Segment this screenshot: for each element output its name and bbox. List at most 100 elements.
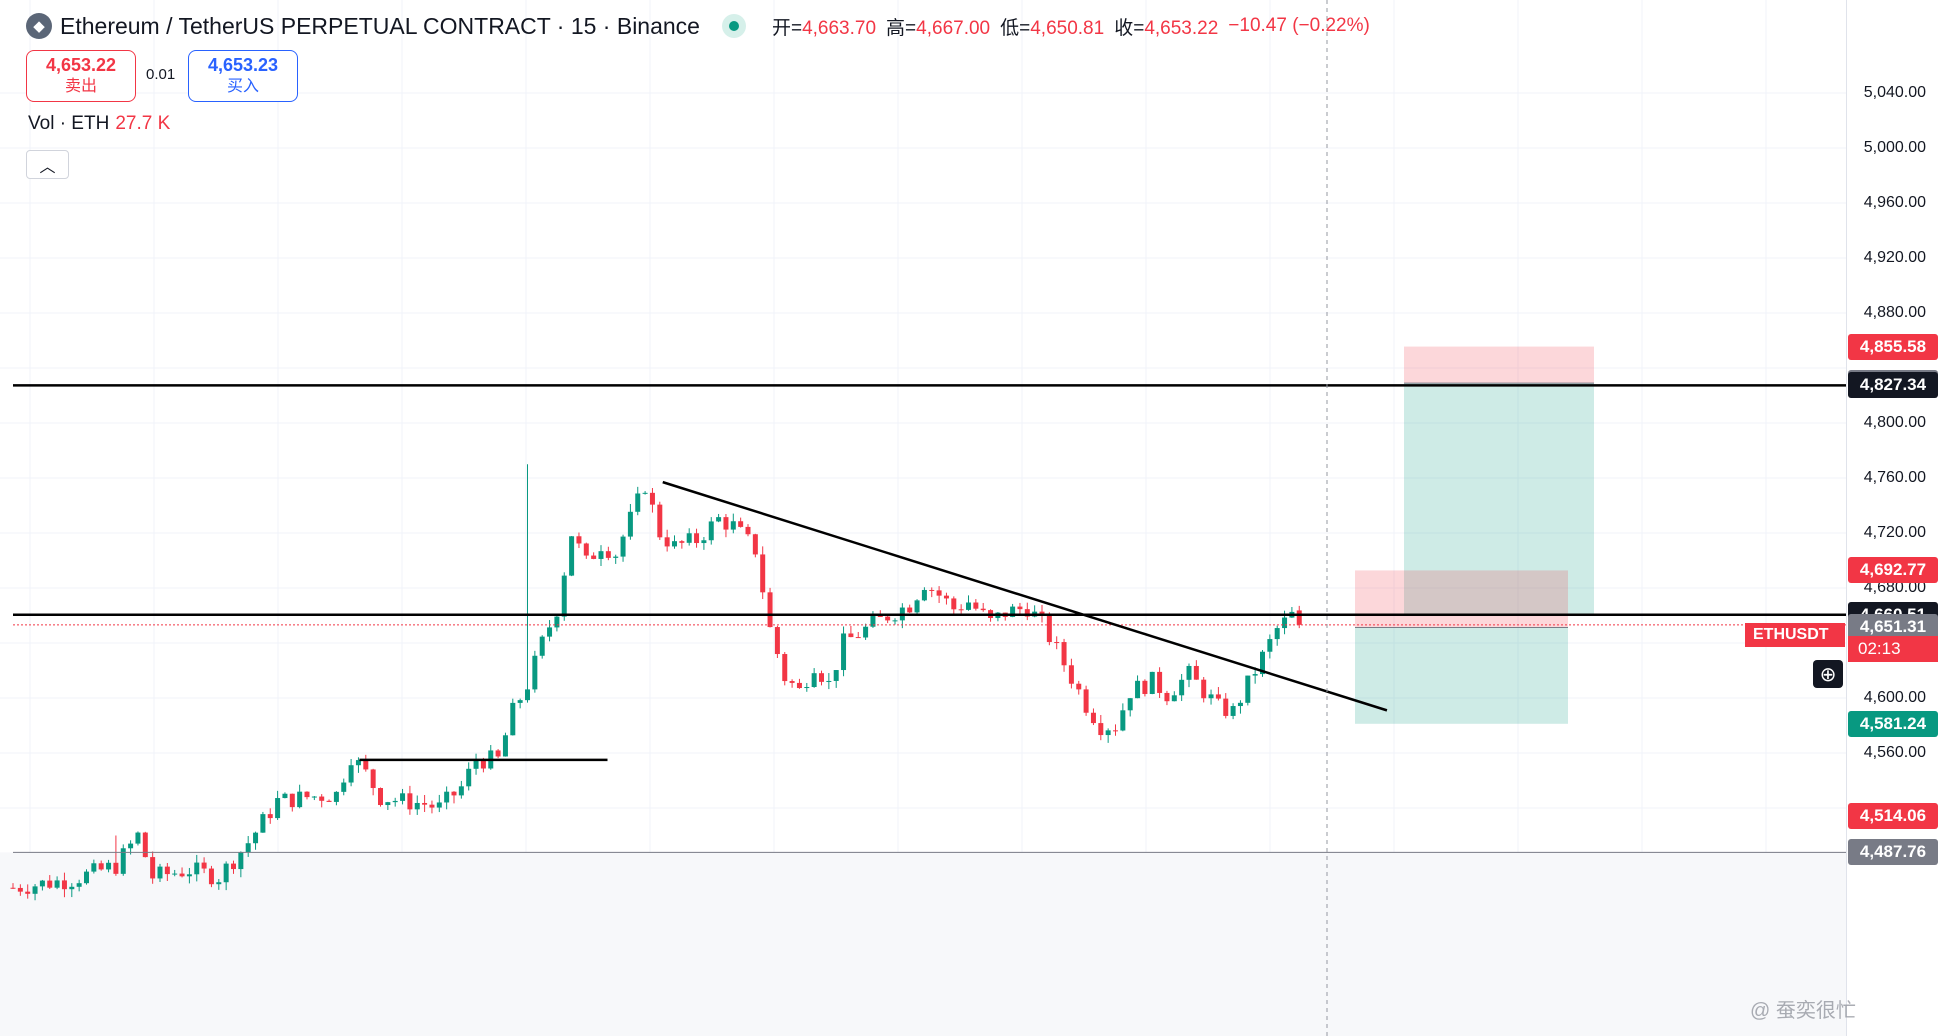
ohlc-open: 开=4,663.70 (771, 17, 877, 39)
candle-body (561, 575, 567, 617)
candle-body (826, 680, 832, 682)
candle-body (914, 600, 920, 613)
candle-body (1046, 614, 1052, 643)
candle-body (1296, 610, 1302, 625)
candle-body (1274, 628, 1280, 640)
bar-countdown: 02:13 (1848, 635, 1938, 662)
candle-body (1164, 692, 1170, 702)
candle-body (510, 702, 516, 736)
candle-body (752, 534, 758, 555)
candle-body (444, 791, 450, 803)
candle-body (25, 891, 31, 894)
candle-body (1267, 639, 1273, 652)
candle-body (907, 607, 913, 613)
candle-body (326, 800, 332, 802)
target-zone (1355, 627, 1568, 724)
price-label: 4,581.24 (1848, 710, 1938, 737)
candle-body (179, 873, 185, 877)
candle-body (811, 673, 817, 687)
symbol-title[interactable]: Ethereum / TetherUS PERPETUAL CONTRACT ·… (60, 12, 700, 39)
candle-body (1149, 671, 1155, 694)
candle-body (260, 814, 266, 833)
buy-label: 买入 (226, 78, 259, 95)
candle-body (319, 796, 325, 801)
candle-body (1098, 723, 1104, 736)
candle-body (201, 862, 207, 869)
price-tick: 4,600.00 (1863, 689, 1926, 706)
candle-body (245, 843, 251, 853)
candle-body (370, 769, 376, 789)
candle-body (47, 880, 53, 888)
candle-body (164, 866, 170, 875)
volume-label: Vol · ETH (28, 113, 110, 134)
candle-body (1186, 665, 1192, 680)
candle-body (1245, 675, 1251, 703)
candle-body (885, 616, 891, 621)
sell-price: 4,653.22 (45, 55, 117, 75)
candle-body (194, 862, 200, 875)
price-label: 4,487.76 (1848, 839, 1938, 866)
price-axis[interactable]: 5,040.00 5,000.00 4,960.00 4,920.00 4,880.00… (1846, 0, 1945, 1036)
sell-button[interactable]: 4,653.22 卖出 (26, 50, 136, 102)
candle-body (980, 608, 986, 611)
price-label: 4,827.34 (1848, 372, 1938, 399)
candle-body (1083, 689, 1089, 713)
candle-body (1113, 730, 1118, 732)
candle-body (142, 832, 148, 858)
candle-body (76, 883, 82, 887)
candle-body (385, 802, 391, 806)
candle-body (282, 793, 288, 799)
candle-body (598, 551, 604, 559)
candle-body (855, 637, 861, 639)
price-tick: 4,720.00 (1863, 524, 1926, 541)
candle-body (69, 886, 75, 890)
candle-body (605, 551, 611, 558)
candle-body (473, 760, 479, 769)
candle-body (429, 804, 435, 808)
volume-legend[interactable]: Vol · ETH 27.7 K (28, 113, 170, 135)
candle-body (848, 633, 854, 638)
candle-body (841, 633, 847, 671)
crosshair-add-icon[interactable]: ⊕ (1813, 660, 1843, 688)
candle-body (921, 589, 927, 601)
chevron-up-icon[interactable]: ︿ (26, 150, 69, 179)
candle-body (495, 750, 501, 757)
candle-body (32, 886, 38, 894)
candle-body (833, 670, 839, 681)
ethereum-logo-icon: ◆ (26, 13, 52, 39)
candle-body (1252, 674, 1258, 676)
ohlc-close: 收=4,653.22 (1114, 17, 1219, 39)
spread-value: 0.01 (146, 66, 176, 83)
candle-body (253, 832, 259, 844)
candle-body (539, 636, 545, 656)
buy-button[interactable]: 4,653.23 买入 (188, 50, 298, 102)
target-zone (1404, 383, 1594, 615)
candle-body (451, 791, 457, 796)
candle-body (796, 682, 802, 689)
candle-body (1193, 665, 1199, 680)
candle-body (591, 555, 597, 559)
candle-body (378, 788, 383, 806)
price-tick: 4,760.00 (1863, 469, 1926, 486)
candle-body (1076, 683, 1082, 690)
price-label: 4,855.58 (1848, 333, 1938, 360)
candle-body (1017, 606, 1023, 610)
drawn-lines[interactable] (13, 0, 1846, 1036)
candle-body (694, 533, 700, 544)
position-tools[interactable] (1355, 346, 1594, 724)
price-tick: 4,880.00 (1863, 304, 1926, 321)
candle-body (84, 871, 89, 884)
candle-body (870, 616, 876, 627)
stop-zone (1355, 570, 1568, 628)
candle-body (569, 536, 575, 576)
candle-body (1260, 651, 1265, 675)
candle-body (304, 791, 310, 798)
candle-body (966, 602, 971, 610)
candle-body (238, 852, 244, 870)
candle-body (1127, 698, 1133, 711)
candle-body (150, 857, 156, 879)
candle-body (216, 882, 222, 885)
candle-body (1223, 698, 1229, 716)
candle-body (458, 786, 464, 796)
